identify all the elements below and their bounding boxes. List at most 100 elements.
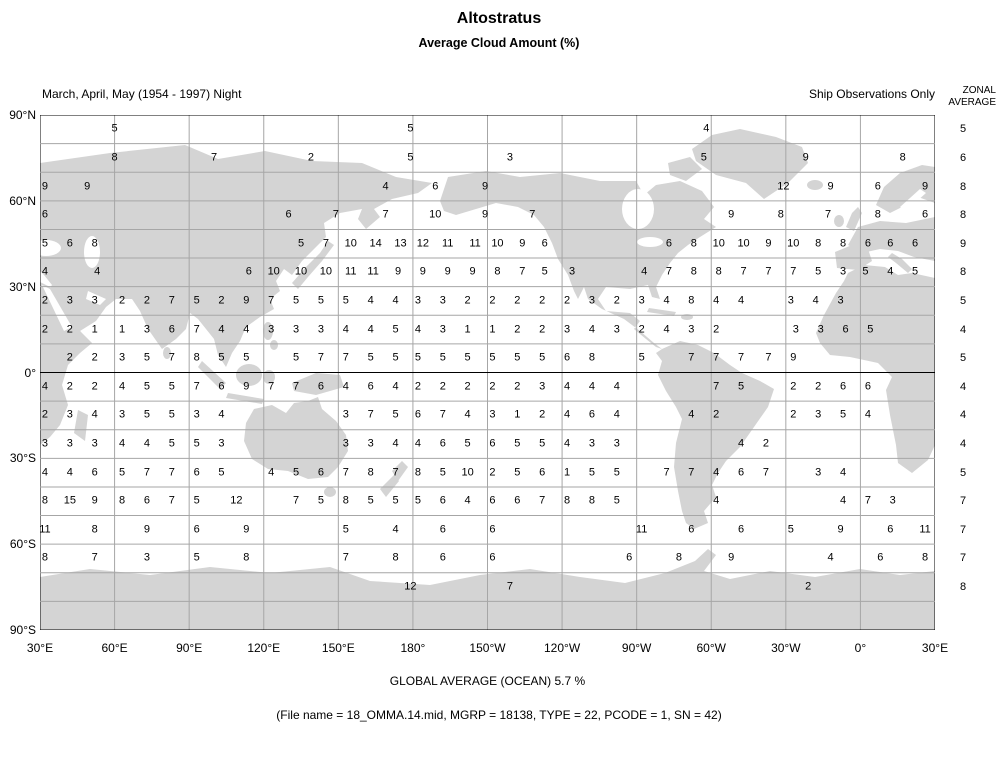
- cloud-amount-value: 9: [728, 208, 735, 221]
- cloud-amount-value: 4: [392, 437, 399, 450]
- cloud-amount-value: 5: [392, 494, 399, 507]
- landmass-new-zealand-south: [380, 475, 399, 497]
- cloud-amount-value: 7: [825, 208, 832, 221]
- cloud-amount-value: 4: [392, 523, 399, 536]
- landmass-sulawesi: [263, 370, 275, 384]
- cloud-amount-value: 6: [193, 466, 200, 479]
- cloud-amount-value: 6: [439, 494, 446, 507]
- cloud-amount-value: 4: [713, 494, 720, 507]
- x-axis-label: 60°E: [101, 641, 128, 655]
- cloud-amount-value: 8: [563, 494, 571, 507]
- period-label: March, April, May (1954 - 1997) Night: [42, 87, 242, 101]
- cloud-amount-value: 9: [419, 265, 426, 278]
- cloud-amount-value: 6: [168, 323, 175, 336]
- cloud-amount-value: 5: [168, 437, 175, 450]
- file-info-label: (File name = 18_OMMA.14.mid, MGRP = 1813…: [276, 708, 722, 722]
- cloud-amount-value: 2: [514, 380, 521, 393]
- cloud-amount-value: 5: [541, 265, 548, 278]
- landmass-japan: [292, 241, 334, 289]
- cloud-amount-value: 5: [539, 437, 546, 450]
- cloud-amount-value: 11: [367, 265, 379, 278]
- cloud-amount-value: 6: [489, 494, 496, 507]
- landmass-madagascar: [74, 410, 88, 441]
- zonal-average-value: 8: [959, 180, 967, 193]
- cloud-amount-value: 2: [66, 351, 73, 364]
- cloud-amount-value: 7: [322, 237, 329, 250]
- cloud-amount-value: 2: [41, 294, 49, 307]
- landmass-greenland: [692, 129, 808, 199]
- cloud-amount-value: 7: [193, 323, 200, 336]
- x-axis-label: 180°: [400, 641, 426, 655]
- cloud-amount-value: 8: [41, 551, 49, 564]
- cloud-amount-value: 7: [91, 551, 98, 564]
- hudson-bay: [622, 189, 654, 229]
- cloud-amount-value: 7: [268, 294, 275, 307]
- cloud-amount-value: 2: [514, 323, 521, 336]
- cloud-amount-value: 3: [815, 466, 822, 479]
- cloud-amount-value: 4: [118, 437, 126, 450]
- cloud-amount-value: 3: [218, 437, 225, 450]
- cloud-amount-value: 2: [638, 323, 645, 336]
- cloud-amount-value: 8: [118, 494, 126, 507]
- cloud-amount-value: 8: [690, 237, 697, 250]
- cloud-amount-value: 5: [414, 351, 421, 364]
- cloud-amount-value: 5: [168, 380, 175, 393]
- cloud-amount-value: 4: [382, 180, 389, 193]
- cloud-amount-value: 8: [839, 237, 847, 250]
- cloud-amount-value: 7: [713, 351, 720, 364]
- cloud-amount-value: 5: [489, 351, 496, 364]
- cloud-amount-value: 2: [143, 294, 150, 307]
- cloud-amount-value: 11: [469, 237, 481, 250]
- cloud-amount-value: 3: [817, 323, 824, 336]
- cloud-amount-value: 2: [489, 380, 496, 393]
- zonal-header-line1: ZONAL: [962, 85, 996, 96]
- cloud-amount-value: 9: [243, 380, 250, 393]
- cloud-amount-value: 7: [168, 494, 175, 507]
- cloud-amount-value: 5: [317, 294, 324, 307]
- zonal-average-value: 5: [959, 123, 967, 136]
- cloud-amount-value: 3: [293, 323, 300, 336]
- cloud-amount-value: 5: [867, 323, 874, 336]
- zonal-average-value: 7: [959, 552, 967, 565]
- landmass-cuba: [647, 308, 676, 316]
- y-axis-label: 90°N: [9, 108, 36, 122]
- cloud-amount-value: 9: [84, 180, 91, 193]
- cloud-amount-value: 3: [439, 323, 446, 336]
- cloud-amount-value: 7: [765, 351, 772, 364]
- cloud-amount-value: 3: [342, 408, 349, 421]
- cloud-amount-value: 2: [489, 466, 496, 479]
- cloud-amount-value: 2: [91, 351, 98, 364]
- cloud-amount-value: 6: [489, 551, 496, 564]
- cloud-amount-value: 6: [563, 351, 571, 364]
- cloud-amount-value: 2: [414, 380, 421, 393]
- great-lakes: [637, 237, 663, 247]
- cloud-amount-value: 7: [519, 265, 526, 278]
- zonal-average-value: 4: [959, 323, 967, 336]
- cloud-amount-value: 12: [416, 237, 429, 250]
- cloud-amount-value: 8: [414, 466, 421, 479]
- cloud-amount-value: 3: [66, 294, 73, 307]
- cloud-amount-value: 5: [293, 294, 300, 307]
- cloud-amount-value: 3: [839, 265, 847, 278]
- cloud-amount-value: 4: [663, 294, 670, 307]
- cloud-amount-value: 10: [344, 237, 357, 250]
- zonal-header-line2: AVERAGE: [948, 97, 996, 108]
- cloud-amount-value: 7: [168, 351, 175, 364]
- cloud-amount-value: 11: [635, 523, 648, 536]
- y-axis-label: 60°N: [9, 193, 36, 208]
- cloud-amount-value: 8: [715, 265, 722, 278]
- cloud-amount-value: 5: [297, 237, 305, 250]
- cloud-amount-value: 2: [464, 294, 471, 307]
- cloud-amount-value: 12: [230, 494, 243, 507]
- cloud-amount-value: 2: [762, 437, 769, 450]
- cloud-amount-value: 2: [563, 294, 571, 307]
- cloud-amount-value: 3: [91, 294, 98, 307]
- cloud-amount-value: 10: [491, 237, 504, 250]
- cloud-amount-value: 6: [439, 551, 446, 564]
- y-axis-label: 30°N: [9, 279, 36, 294]
- cloud-amount-value: 5: [638, 351, 645, 364]
- cloud-amount-value: 12: [777, 180, 790, 193]
- landmass-baffin: [668, 157, 702, 181]
- cloud-amount-value: 4: [812, 294, 819, 307]
- cloud-amount-value: 6: [738, 466, 745, 479]
